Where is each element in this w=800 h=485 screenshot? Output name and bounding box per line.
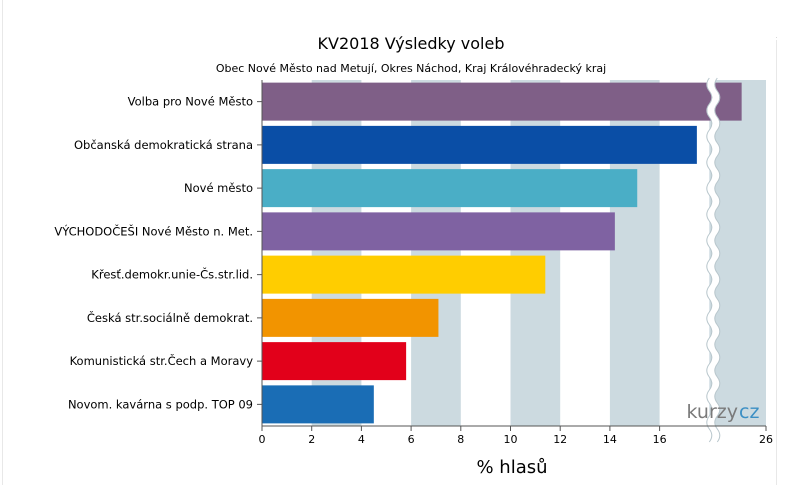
category-label: Novom. kavárna s podp. TOP 09 xyxy=(68,397,253,411)
x-tick-label: 12 xyxy=(553,433,567,446)
watermark-text-cz: cz xyxy=(739,401,759,423)
chart-title: KV2018 Výsledky voleb xyxy=(317,34,505,53)
bar xyxy=(262,298,439,337)
frame-line-right xyxy=(776,40,777,485)
category-label: Komunistická str.Čech a Moravy xyxy=(70,353,254,368)
bar xyxy=(262,169,638,208)
x-tick-label: 14 xyxy=(603,433,617,446)
bar xyxy=(262,385,374,424)
bar xyxy=(262,82,742,121)
x-axis-label: % hlasů xyxy=(476,457,547,478)
bar xyxy=(262,342,407,381)
watermark-text: kurzy xyxy=(687,401,739,423)
axis-break-edge xyxy=(714,77,721,443)
x-tick-label: 16 xyxy=(653,433,667,446)
x-tick-label: 10 xyxy=(504,433,518,446)
category-label: Volba pro Nové Město xyxy=(128,95,253,109)
axis-break xyxy=(706,75,721,445)
bar xyxy=(262,255,546,294)
category-label: Občanská demokratická strana xyxy=(74,138,253,152)
x-tick-label: 2 xyxy=(308,433,315,446)
x-axis: 0 2 4 6 8 10 12 14 16 26 xyxy=(259,80,773,446)
frame-line-left xyxy=(2,0,3,485)
chart-subtitle: Obec Nové Město nad Metují, Okres Náchod… xyxy=(215,62,607,75)
x-tick-label: 8 xyxy=(457,433,464,446)
axis-break-wave xyxy=(707,75,720,445)
bar xyxy=(262,125,697,164)
x-tick-label: 0 xyxy=(259,433,266,446)
x-tick-label: 4 xyxy=(358,433,365,446)
bar xyxy=(262,212,615,251)
category-label: VÝCHODOČEŠI Nové Město n. Met. xyxy=(54,223,253,238)
bars xyxy=(262,82,742,424)
watermark-logo: kurzy cz xyxy=(687,401,760,423)
category-label: Křesť.demokr.unie-Čs.str.lid. xyxy=(91,267,253,282)
category-label: Česká str.sociálně demokrat. xyxy=(87,310,253,325)
x-tick-label: 26 xyxy=(759,433,773,446)
category-labels: Volba pro Nové Město Občanská demokratick… xyxy=(54,95,262,411)
axis-break-edge xyxy=(706,77,713,443)
x-tick-label: 6 xyxy=(408,433,415,446)
category-label: Nové město xyxy=(184,181,253,195)
